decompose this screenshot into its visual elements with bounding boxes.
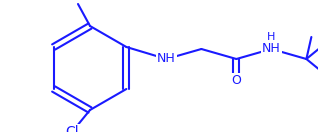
Text: NH: NH [157, 53, 176, 65]
Text: NH: NH [262, 43, 281, 55]
Text: Cl: Cl [65, 125, 79, 132]
Text: H: H [267, 32, 276, 42]
Text: O: O [232, 74, 241, 88]
